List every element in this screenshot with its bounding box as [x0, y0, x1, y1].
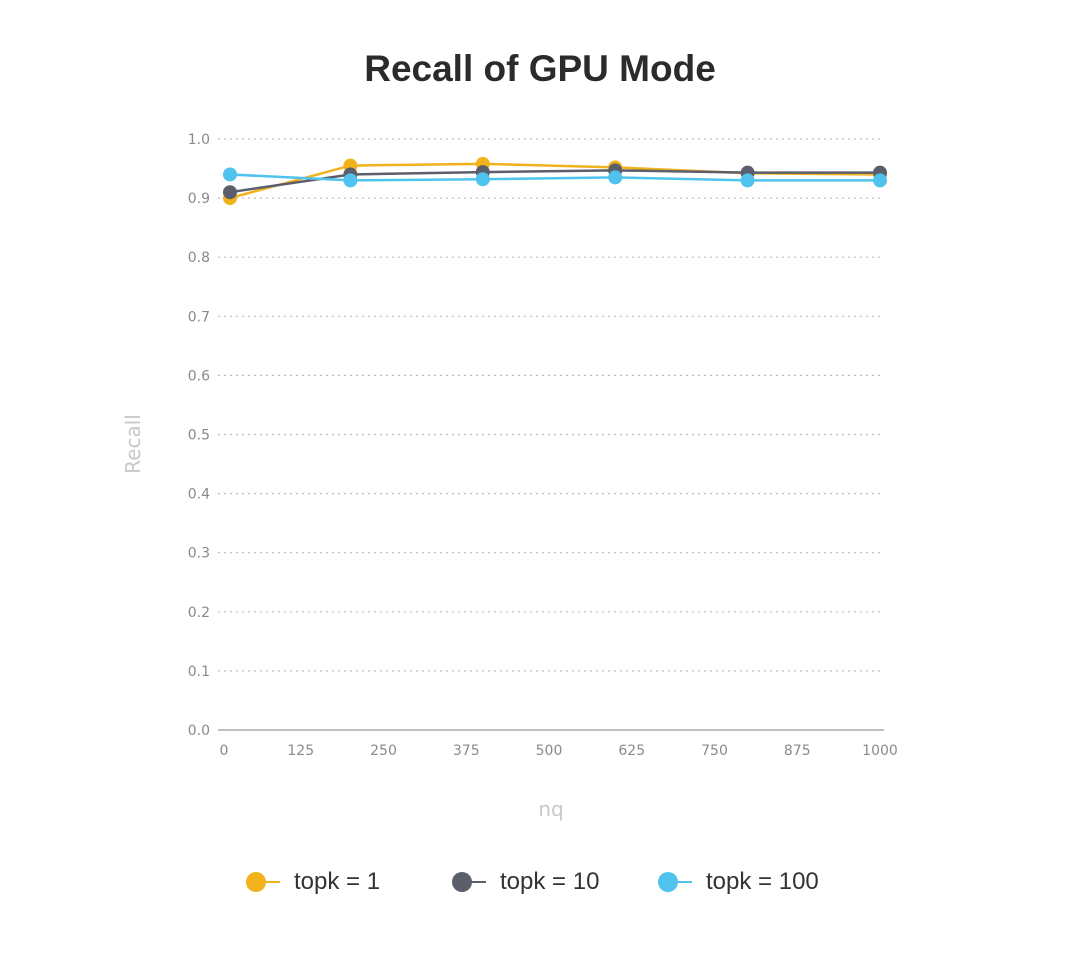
legend-marker-icon — [658, 872, 692, 892]
grid-lines — [218, 138, 880, 672]
legend-dot — [246, 872, 266, 892]
x-tick-label: 750 — [701, 743, 728, 759]
legend-line — [462, 881, 486, 883]
y-tick-label: 0.0 — [188, 723, 210, 739]
y-tick-label: 0.9 — [188, 191, 210, 207]
y-tick-label: 0.1 — [188, 664, 210, 680]
legend-line — [668, 881, 692, 883]
legend-marker-icon — [452, 872, 486, 892]
legend-item-topk-10: topk = 10 — [452, 862, 599, 902]
x-axis-title: nq — [538, 797, 563, 821]
legend-dot — [658, 872, 678, 892]
y-tick-label: 0.7 — [188, 309, 210, 325]
y-tick-label: 0.5 — [188, 428, 210, 444]
x-tick-label: 875 — [784, 743, 811, 759]
legend-label: topk = 100 — [706, 868, 819, 895]
y-tick-label: 0.4 — [188, 487, 210, 503]
y-tick-label: 0.3 — [188, 546, 210, 562]
data-point — [343, 173, 358, 188]
data-point — [223, 167, 237, 182]
data-point — [223, 185, 237, 200]
legend: topk = 1 topk = 10 topk = 100 — [0, 862, 1080, 902]
legend-label: topk = 1 — [294, 868, 381, 895]
legend-label: topk = 10 — [500, 868, 600, 895]
x-tick-label: 0 — [220, 743, 229, 759]
legend-item-topk-100: topk = 100 — [658, 862, 819, 902]
data-point — [475, 172, 490, 187]
chart-title: Recall of GPU Mode — [364, 48, 716, 89]
x-tick-label: 1000 — [862, 743, 898, 759]
axes: 0.0 0.1 0.2 0.3 0.4 0.5 0.6 0.7 0.8 0.9 1.0 0 125 250… — [188, 132, 898, 759]
y-axis-title: Recall — [121, 414, 145, 474]
legend-line — [256, 881, 280, 883]
legend-marker-icon — [246, 872, 280, 892]
y-tick-label: 0.6 — [188, 368, 210, 384]
x-tick-label: 125 — [287, 743, 314, 759]
data-point — [608, 170, 623, 185]
x-tick-label: 375 — [453, 743, 480, 759]
x-tick-label: 250 — [370, 743, 397, 759]
legend-dot — [452, 872, 472, 892]
y-tick-label: 1.0 — [188, 132, 210, 148]
x-tick-label: 500 — [536, 743, 563, 759]
legend-item-topk-1: topk = 1 — [246, 862, 380, 902]
data-point — [740, 173, 755, 188]
series-layer — [223, 156, 887, 206]
y-tick-label: 0.8 — [188, 250, 210, 266]
series-line-2 — [229, 169, 880, 194]
y-tick-label: 0.2 — [188, 605, 210, 621]
x-tick-label: 625 — [618, 743, 645, 759]
series-line-3 — [229, 173, 880, 182]
data-point — [873, 173, 887, 188]
